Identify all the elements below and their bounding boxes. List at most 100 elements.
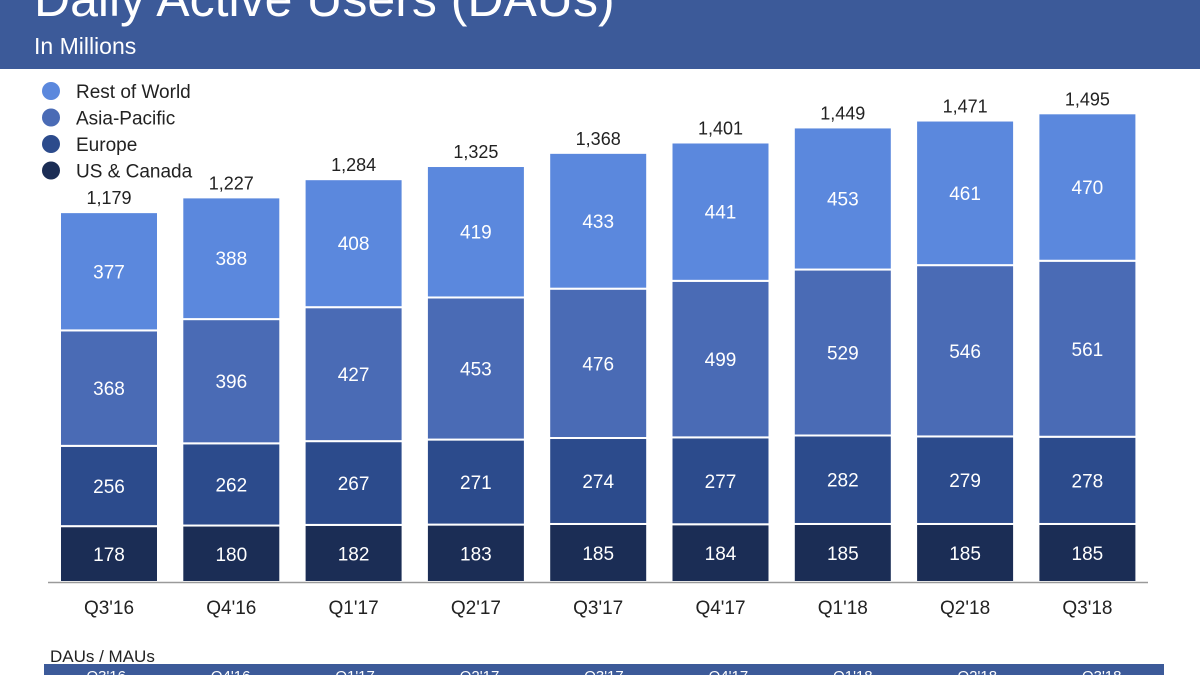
header-banner: Daily Active Users (DAUs) In Millions (0, 0, 1200, 69)
bar-segment (915, 522, 1016, 583)
bar-segment (425, 296, 526, 441)
segment-value-label: 185 (1072, 544, 1104, 565)
x-tick-label: Q4'16 (206, 598, 256, 619)
x-tick-label: Q2'17 (451, 598, 501, 619)
bar-segment (548, 287, 649, 440)
bar-segment (59, 444, 159, 528)
page-title: Daily Active Users (DAUs) (34, 0, 615, 24)
bar-segment (59, 211, 159, 332)
bar-segment (792, 434, 893, 525)
bar-segment (59, 525, 159, 583)
bar-segment (915, 264, 1016, 438)
bar-total-label: 1,401 (698, 118, 743, 138)
bar-total-label: 1,179 (86, 188, 131, 208)
bar-segment (670, 141, 771, 282)
bar-total-label: 1,284 (331, 155, 376, 175)
segment-value-label: 529 (827, 344, 859, 365)
x-tick-label: Q3'18 (1062, 598, 1112, 619)
bar-segment (181, 442, 282, 527)
segment-value-label: 419 (460, 223, 492, 244)
segment-value-label: 453 (460, 360, 492, 381)
segment-value-label: 182 (338, 544, 370, 565)
footer-quarter-label: Q3'17 (542, 669, 666, 675)
segment-value-label: 180 (215, 545, 247, 566)
bar-segment (425, 165, 526, 299)
segment-value-label: 274 (582, 472, 614, 493)
bar-segment (548, 437, 649, 525)
segment-value-label: 183 (460, 544, 492, 565)
bar-total-label: 1,495 (1065, 89, 1110, 109)
bar-segment (548, 151, 649, 290)
x-tick-label: Q2'18 (940, 598, 990, 619)
footer-quarter-label: Q2'18 (915, 669, 1039, 675)
x-tick-label: Q3'16 (84, 598, 134, 619)
legend-label: Asia-Pacific (76, 109, 175, 130)
segment-value-label: 546 (949, 342, 981, 363)
footer-table-header: Q3'16Q4'16Q1'17Q2'17Q3'17Q4'17Q1'18Q2'18… (44, 664, 1164, 675)
footer-quarter-label: Q3'16 (44, 669, 168, 675)
bar-segment (915, 435, 1016, 525)
footer-quarter-label: Q4'16 (168, 669, 292, 675)
segment-value-label: 461 (949, 184, 981, 205)
legend-marker (42, 108, 60, 127)
bar-segment (425, 438, 526, 526)
segment-value-label: 271 (460, 473, 492, 494)
bar-segment (1037, 259, 1138, 438)
segment-value-label: 377 (93, 262, 125, 283)
bar-segment (792, 522, 893, 583)
x-tick-label: Q1'18 (818, 598, 868, 619)
segment-value-label: 178 (93, 545, 125, 566)
segment-value-label: 185 (949, 544, 981, 565)
segment-value-label: 499 (705, 350, 737, 371)
footer-quarter-label: Q3'18 (1040, 669, 1164, 675)
footer-label: DAUs / MAUs (50, 647, 155, 666)
bar-segment (670, 279, 771, 439)
bar-total-label: 1,449 (820, 103, 865, 123)
footer-quarter-label: Q2'17 (417, 669, 541, 675)
segment-value-label: 368 (93, 379, 125, 400)
bar-segment (425, 523, 526, 583)
bar-segment (792, 126, 893, 271)
segment-value-label: 277 (705, 472, 737, 493)
segment-value-label: 184 (705, 544, 737, 565)
segment-value-label: 433 (582, 212, 614, 233)
segment-value-label: 256 (93, 477, 125, 498)
legend-marker (42, 82, 60, 100)
footer-quarter-row: Q3'16Q4'16Q1'17Q2'17Q3'17Q4'17Q1'18Q2'18… (44, 669, 1164, 675)
bar-segment (670, 436, 771, 526)
segment-value-label: 561 (1072, 340, 1104, 361)
segment-value-label: 470 (1072, 178, 1104, 199)
segment-value-label: 185 (582, 544, 614, 565)
segment-value-label: 279 (949, 471, 981, 492)
segment-value-label: 262 (215, 475, 247, 496)
bar-segment (915, 119, 1016, 267)
bar-total-label: 1,368 (576, 129, 621, 149)
segment-value-label: 441 (705, 203, 737, 224)
legend-label: US & Canada (76, 162, 193, 183)
bar-segment (792, 268, 893, 437)
bar-segment (303, 306, 404, 443)
segment-value-label: 267 (338, 474, 370, 495)
bar-segment (181, 196, 282, 321)
x-tick-label: Q4'17 (695, 598, 745, 619)
bar-segment (303, 178, 404, 309)
legend-label: Europe (76, 135, 137, 156)
x-tick-label: Q3'17 (573, 598, 623, 619)
segment-value-label: 282 (827, 471, 859, 492)
segment-value-label: 388 (215, 249, 247, 270)
segment-value-label: 408 (338, 234, 370, 255)
bar-segment (1037, 112, 1138, 262)
footer-quarter-label: Q1'18 (791, 669, 915, 675)
legend-marker (42, 135, 60, 153)
page-subtitle: In Millions (34, 33, 137, 59)
segment-value-label: 278 (1072, 471, 1104, 492)
bar-total-label: 1,227 (209, 173, 254, 193)
legend-label: Rest of World (76, 82, 191, 103)
segment-value-label: 185 (827, 544, 859, 565)
legend-marker (42, 161, 60, 180)
bar-segment (181, 318, 282, 445)
bar-total-label: 1,325 (453, 142, 498, 162)
segment-value-label: 427 (338, 365, 370, 386)
x-tick-label: Q1'17 (329, 598, 379, 619)
